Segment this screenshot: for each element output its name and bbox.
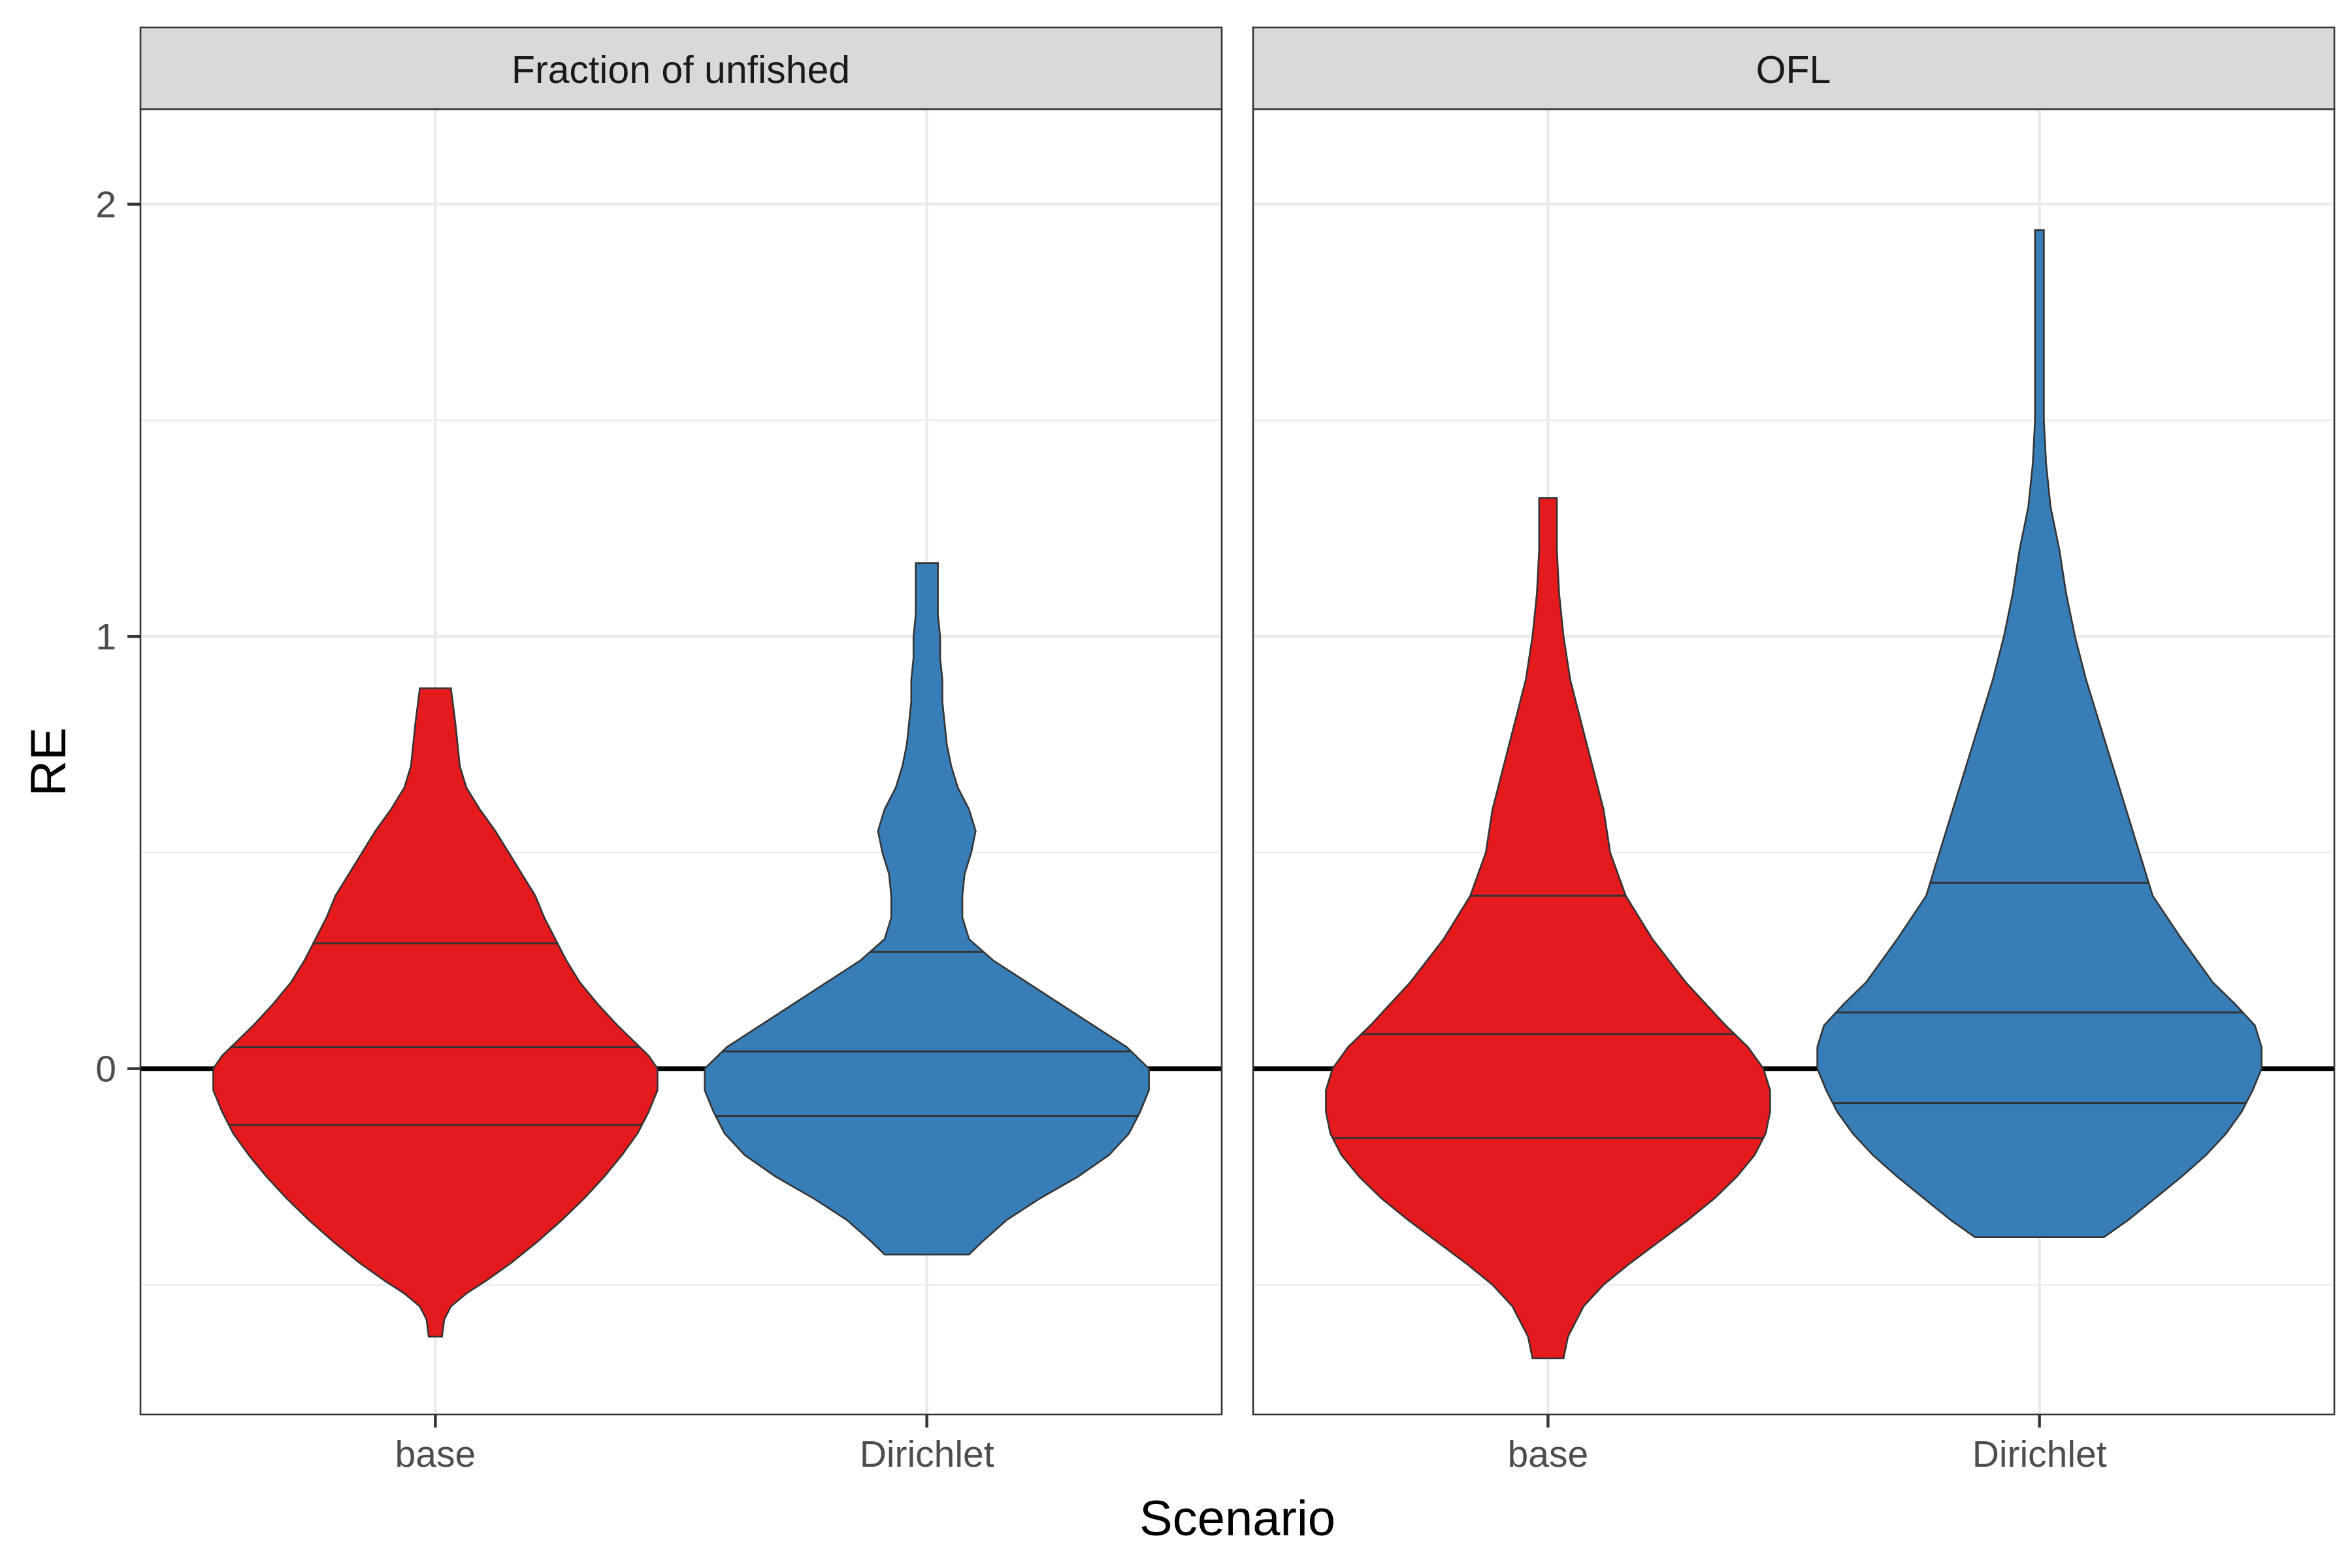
y-axis-title: RE [21, 727, 76, 796]
y-tick-label: 2 [95, 184, 116, 226]
x-tick-label: Dirichlet [860, 1433, 994, 1475]
y-tick-label: 0 [95, 1049, 116, 1090]
violin-base [1325, 497, 1771, 1360]
violins [1325, 229, 2262, 1360]
panel-background [140, 109, 1222, 1414]
x-tick-label: Dirichlet [1972, 1433, 2107, 1475]
violin-base [212, 687, 659, 1338]
violins [212, 562, 1150, 1338]
x-tick-label: base [1508, 1433, 1589, 1475]
y-tick-label: 1 [95, 616, 116, 658]
y-axis: 0 1 2 [95, 184, 140, 1090]
panel-ofl: OFL [1252, 26, 2336, 1416]
x-axis-title: Scenario [1139, 1491, 1335, 1546]
facet-strip [139, 26, 1223, 110]
x-axis: base Dirichlet base Dirichlet [395, 1414, 2107, 1475]
facet-label: OFL [1756, 48, 1831, 91]
violin-dirichlet [1816, 229, 2262, 1238]
facet-label: Fraction of unfished [512, 48, 850, 91]
x-tick-label: base [395, 1433, 476, 1475]
panel-fraction-of-unfished: Fraction of unfished [139, 26, 1223, 1416]
facet-strip [1252, 26, 2336, 110]
violin-dirichlet [704, 562, 1150, 1256]
